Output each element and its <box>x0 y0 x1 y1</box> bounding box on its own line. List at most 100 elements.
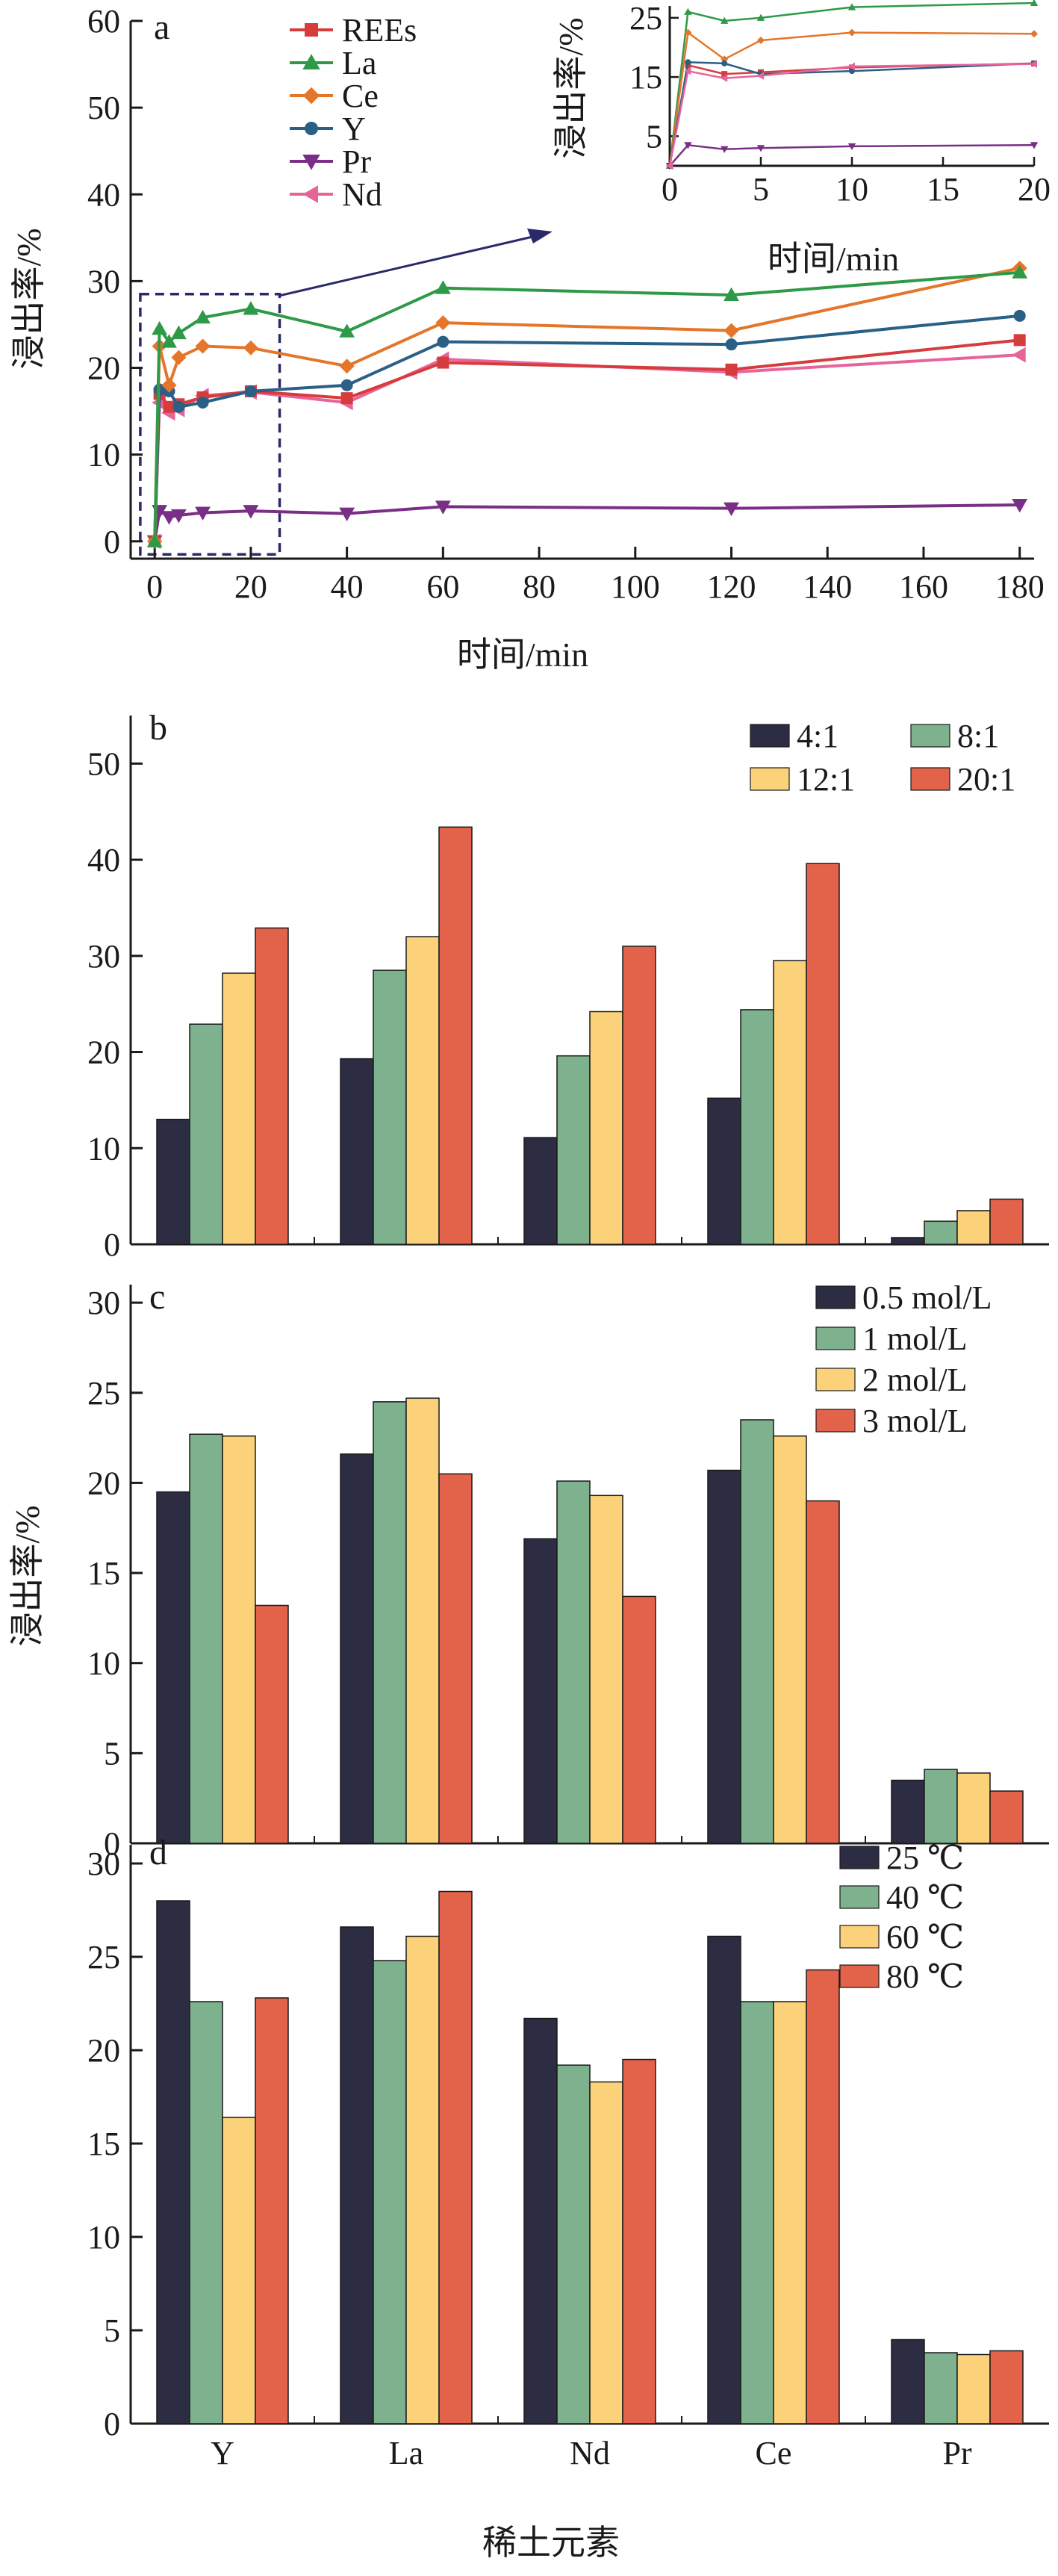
panel-b-bar-chart: b 0 10 20 30 40 50 4:1 8:1 12:1 20:1 <box>87 708 1049 1263</box>
series-ce-point <box>724 323 739 338</box>
panel-b-bar-y-20-1 <box>255 927 289 1245</box>
legend-y-label: Y <box>342 111 366 147</box>
series-ce-line <box>153 267 1021 541</box>
panel-d-bar-ce-40 <box>740 2001 774 2424</box>
panel-b-legend-label-4-1: 4:1 <box>797 718 838 754</box>
inset-series-y-point <box>721 60 728 66</box>
panel-a-y-tick-label: 60 <box>87 3 120 40</box>
panel-d-y-tick-label: 30 <box>87 1846 120 1882</box>
panel-b-bar-pr-12-1 <box>956 1210 991 1245</box>
legend-pr-marker <box>302 155 320 170</box>
panel-c-bar-la-0-5-mol-l <box>340 1453 374 1844</box>
series-la-point <box>243 301 259 315</box>
panel-c-bar-nd-1-mol-l <box>556 1480 591 1844</box>
inset-series-nd-point <box>665 161 673 170</box>
panel-b-bar-y-8-1 <box>189 1023 223 1245</box>
panel-b-bar-y-4-1 <box>156 1118 190 1245</box>
panel-c-bar-chart: c 0 5 10 15 20 25 30 0.5 mol/L 1 mol/L 2 mol/L 3 … <box>8 1277 1049 1862</box>
series-rees-point <box>1013 334 1026 347</box>
panel-a-series <box>146 260 1028 550</box>
panel-a-x-tick-label: 0 <box>146 568 163 605</box>
panel-d-bar-nd-80 <box>622 2058 656 2424</box>
panel-a-zoom-arrow <box>279 229 553 297</box>
legend-ce-marker <box>302 87 320 105</box>
series-y-point <box>172 400 185 413</box>
panel-b-bar-la-20-1 <box>438 826 473 1245</box>
panel-b-y-tick-label: 50 <box>87 745 120 782</box>
inset-series-nd-point <box>721 74 728 82</box>
panel-d-bar-la-25 <box>340 1926 374 2424</box>
inset-x-axis-label: 时间/min <box>768 240 899 278</box>
panel-d-bar-la-60 <box>405 1935 440 2424</box>
series-la-point <box>152 320 168 335</box>
panel-c-legend-swatch-2-mol-l <box>815 1368 856 1391</box>
panel-b-legend-swatch-12-1 <box>750 767 790 791</box>
series-y-point <box>196 396 209 409</box>
series-y-point <box>1013 309 1026 322</box>
panel-c-legend: 0.5 mol/L 1 mol/L 2 mol/L 3 mol/L <box>815 1279 992 1439</box>
panel-d-legend-label-40: 40 ℃ <box>886 1879 964 1916</box>
panel-c-y-tick-label: 0 <box>104 1825 120 1862</box>
panel-b-bar-pr-8-1 <box>924 1220 958 1245</box>
panel-b-legend-swatch-20-1 <box>910 767 950 791</box>
panel-a-x-tick-label: 120 <box>707 568 756 605</box>
panel-d-bar-ce-80 <box>806 1969 840 2424</box>
inset-series-nd-point <box>847 62 855 71</box>
legend-ce-label: Ce <box>342 78 379 114</box>
panel-d-legend-swatch-40 <box>839 1885 880 1909</box>
panel-c-y-tick-label: 15 <box>87 1555 120 1592</box>
panel-c-bar-y-1-mol-l <box>189 1433 223 1844</box>
panel-d-legend-label-25: 25 ℃ <box>886 1840 964 1876</box>
panel-a-x-tick-label: 60 <box>426 568 459 605</box>
panel-d-legend: 25 ℃40 ℃60 ℃80 ℃ <box>839 1840 964 1995</box>
series-pr-point <box>195 506 211 521</box>
inset-series-ce-point <box>848 28 856 37</box>
panel-c-bars <box>156 1397 1024 1844</box>
series-pr-point <box>339 507 355 522</box>
inset-series-nd-point <box>756 72 764 80</box>
panel-d-bar-chart: d 0 5 10 15 20 25 30 25 ℃40 ℃60 ℃80 ℃ Y La Nd Ce P… <box>87 1833 1049 2562</box>
inset-series-pr-point <box>847 143 856 151</box>
panel-c-bar-nd-0-5-mol-l <box>523 1538 558 1844</box>
legend-rees-label: REEs <box>342 12 417 49</box>
panel-a-y-tick-label: 10 <box>87 437 120 474</box>
panel-c-bar-la-2-mol-l <box>405 1397 440 1844</box>
panel-b-bar-nd-12-1 <box>589 1011 623 1245</box>
series-la-point <box>724 287 739 301</box>
inset-series-pr-point <box>1030 142 1039 149</box>
panel-b-bar-pr-4-1 <box>891 1237 925 1245</box>
inset-series-y-line <box>668 61 1035 167</box>
inset-series-la-point <box>1030 0 1039 7</box>
panel-c-legend-label-3-mol-l: 3 mol/L <box>862 1403 968 1439</box>
panel-d-legend-label-60: 60 ℃ <box>886 1919 964 1955</box>
panel-c-bar-pr-1-mol-l <box>924 1769 958 1844</box>
panel-c-bar-pr-0-5-mol-l <box>891 1779 925 1844</box>
panel-b-legend: 4:1 8:1 12:1 20:1 <box>750 718 1015 798</box>
panel-b-letter: b <box>149 708 167 748</box>
panel-b-bar-ce-20-1 <box>806 863 840 1245</box>
panel-c-bar-ce-2-mol-l <box>773 1435 807 1844</box>
panel-c-legend-swatch-0-5-mol-l <box>815 1285 856 1309</box>
series-pr-point <box>435 500 451 515</box>
series-ce-point <box>243 340 258 356</box>
panel-b-bar-la-8-1 <box>373 969 407 1245</box>
inset-series-ce-point <box>757 36 765 44</box>
panel-d-y-tick-label: 10 <box>87 2219 120 2256</box>
legend-nd-label: Nd <box>342 176 382 213</box>
panel-d-category-label: Pr <box>942 2435 971 2471</box>
inset-series-rees-point <box>721 71 728 78</box>
series-la-point <box>170 325 187 340</box>
panel-d-y-tick-label: 5 <box>104 2312 120 2349</box>
series-la-point <box>339 323 355 338</box>
series-ce-point <box>339 359 355 374</box>
panel-d-bar-pr-80 <box>989 2350 1024 2424</box>
series-y-point <box>340 379 353 391</box>
panel-b-legend-label-8-1: 8:1 <box>957 718 999 754</box>
inset-series-pr-point <box>684 142 692 149</box>
panel-d-legend-swatch-60 <box>839 1925 880 1949</box>
panel-a-arrow-line <box>279 233 543 297</box>
panel-d-x-axis-label: 稀土元素 <box>482 2524 620 2562</box>
